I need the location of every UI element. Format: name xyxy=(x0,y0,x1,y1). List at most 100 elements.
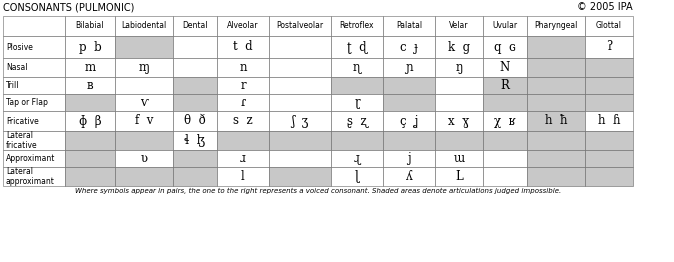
Bar xyxy=(217,167,269,186)
Bar xyxy=(3,167,65,186)
Text: p  b: p b xyxy=(79,41,101,53)
Bar xyxy=(483,111,527,131)
Bar xyxy=(435,150,483,167)
Bar xyxy=(483,167,527,186)
Bar xyxy=(269,167,331,186)
Text: Alveolar: Alveolar xyxy=(227,21,259,30)
Bar xyxy=(435,94,483,111)
Text: Where symbols appear in pairs, the one to the right represents a voiced consonan: Where symbols appear in pairs, the one t… xyxy=(75,188,561,194)
Bar xyxy=(331,167,383,186)
Bar xyxy=(435,16,483,36)
Text: Tap or Flap: Tap or Flap xyxy=(6,98,48,107)
Text: ɭ: ɭ xyxy=(355,170,359,183)
Text: ʙ: ʙ xyxy=(87,79,93,92)
Bar xyxy=(527,58,585,77)
Bar xyxy=(173,16,217,36)
Bar xyxy=(585,16,633,36)
Bar xyxy=(65,131,115,150)
Bar xyxy=(115,16,173,36)
Bar xyxy=(483,131,527,150)
Bar xyxy=(585,131,633,150)
Bar xyxy=(527,111,585,131)
Text: q  ɢ: q ɢ xyxy=(494,41,516,53)
Bar xyxy=(115,111,173,131)
Bar xyxy=(115,131,173,150)
Bar xyxy=(173,58,217,77)
Bar xyxy=(65,16,115,36)
Bar xyxy=(435,58,483,77)
Bar xyxy=(173,94,217,111)
Bar xyxy=(527,94,585,111)
Bar xyxy=(217,150,269,167)
Text: ɳ: ɳ xyxy=(353,61,361,74)
Bar xyxy=(331,94,383,111)
Text: h  ɦ: h ɦ xyxy=(598,114,620,128)
Bar xyxy=(585,150,633,167)
Bar xyxy=(383,16,435,36)
Bar xyxy=(3,150,65,167)
Bar xyxy=(527,77,585,94)
Bar xyxy=(331,150,383,167)
Bar xyxy=(217,111,269,131)
Text: c  ɟ: c ɟ xyxy=(400,41,418,53)
Text: Palatal: Palatal xyxy=(396,21,422,30)
Bar xyxy=(331,36,383,58)
Bar xyxy=(217,94,269,111)
Bar xyxy=(173,167,217,186)
Bar xyxy=(585,111,633,131)
Text: R: R xyxy=(501,79,510,92)
Bar xyxy=(3,77,65,94)
Text: Velar: Velar xyxy=(450,21,468,30)
Bar xyxy=(383,94,435,111)
Bar xyxy=(383,150,435,167)
Text: ʂ  ʐ: ʂ ʐ xyxy=(346,114,367,128)
Bar xyxy=(435,77,483,94)
Text: ʋ: ʋ xyxy=(140,152,148,165)
Bar xyxy=(331,131,383,150)
Text: x  ɣ: x ɣ xyxy=(448,114,470,128)
Text: ɲ: ɲ xyxy=(405,61,412,74)
Bar xyxy=(3,111,65,131)
Bar xyxy=(173,131,217,150)
Bar xyxy=(483,94,527,111)
Bar xyxy=(3,36,65,58)
Bar xyxy=(585,36,633,58)
Bar xyxy=(483,58,527,77)
Text: Trill: Trill xyxy=(6,81,20,90)
Text: t  d: t d xyxy=(233,41,253,53)
Text: CONSONANTS (PULMONIC): CONSONANTS (PULMONIC) xyxy=(3,2,134,12)
Bar xyxy=(65,111,115,131)
Bar xyxy=(65,150,115,167)
Bar xyxy=(585,58,633,77)
Text: Nasal: Nasal xyxy=(6,63,28,72)
Text: ʈ  ɖ: ʈ ɖ xyxy=(347,41,367,53)
Bar xyxy=(527,36,585,58)
Bar xyxy=(173,77,217,94)
Text: j: j xyxy=(407,152,411,165)
Text: ʔ: ʔ xyxy=(606,41,612,53)
Bar xyxy=(269,131,331,150)
Bar xyxy=(3,131,65,150)
Text: N: N xyxy=(500,61,510,74)
Text: ɽ: ɽ xyxy=(355,96,360,109)
Text: L: L xyxy=(455,170,463,183)
Text: Approximant: Approximant xyxy=(6,154,55,163)
Text: s  z: s z xyxy=(233,114,253,128)
Bar xyxy=(3,58,65,77)
Text: © 2005 IPA: © 2005 IPA xyxy=(578,2,633,12)
Bar xyxy=(483,150,527,167)
Bar xyxy=(65,77,115,94)
Bar xyxy=(331,58,383,77)
Bar xyxy=(65,58,115,77)
Bar xyxy=(435,36,483,58)
Bar xyxy=(115,36,173,58)
Text: Retroflex: Retroflex xyxy=(340,21,374,30)
Bar xyxy=(585,77,633,94)
Text: ɸ  β: ɸ β xyxy=(79,114,101,128)
Bar xyxy=(65,94,115,111)
Text: ⱱ: ⱱ xyxy=(140,96,148,109)
Bar xyxy=(115,77,173,94)
Bar xyxy=(269,16,331,36)
Bar xyxy=(173,111,217,131)
Text: Plosive: Plosive xyxy=(6,42,33,52)
